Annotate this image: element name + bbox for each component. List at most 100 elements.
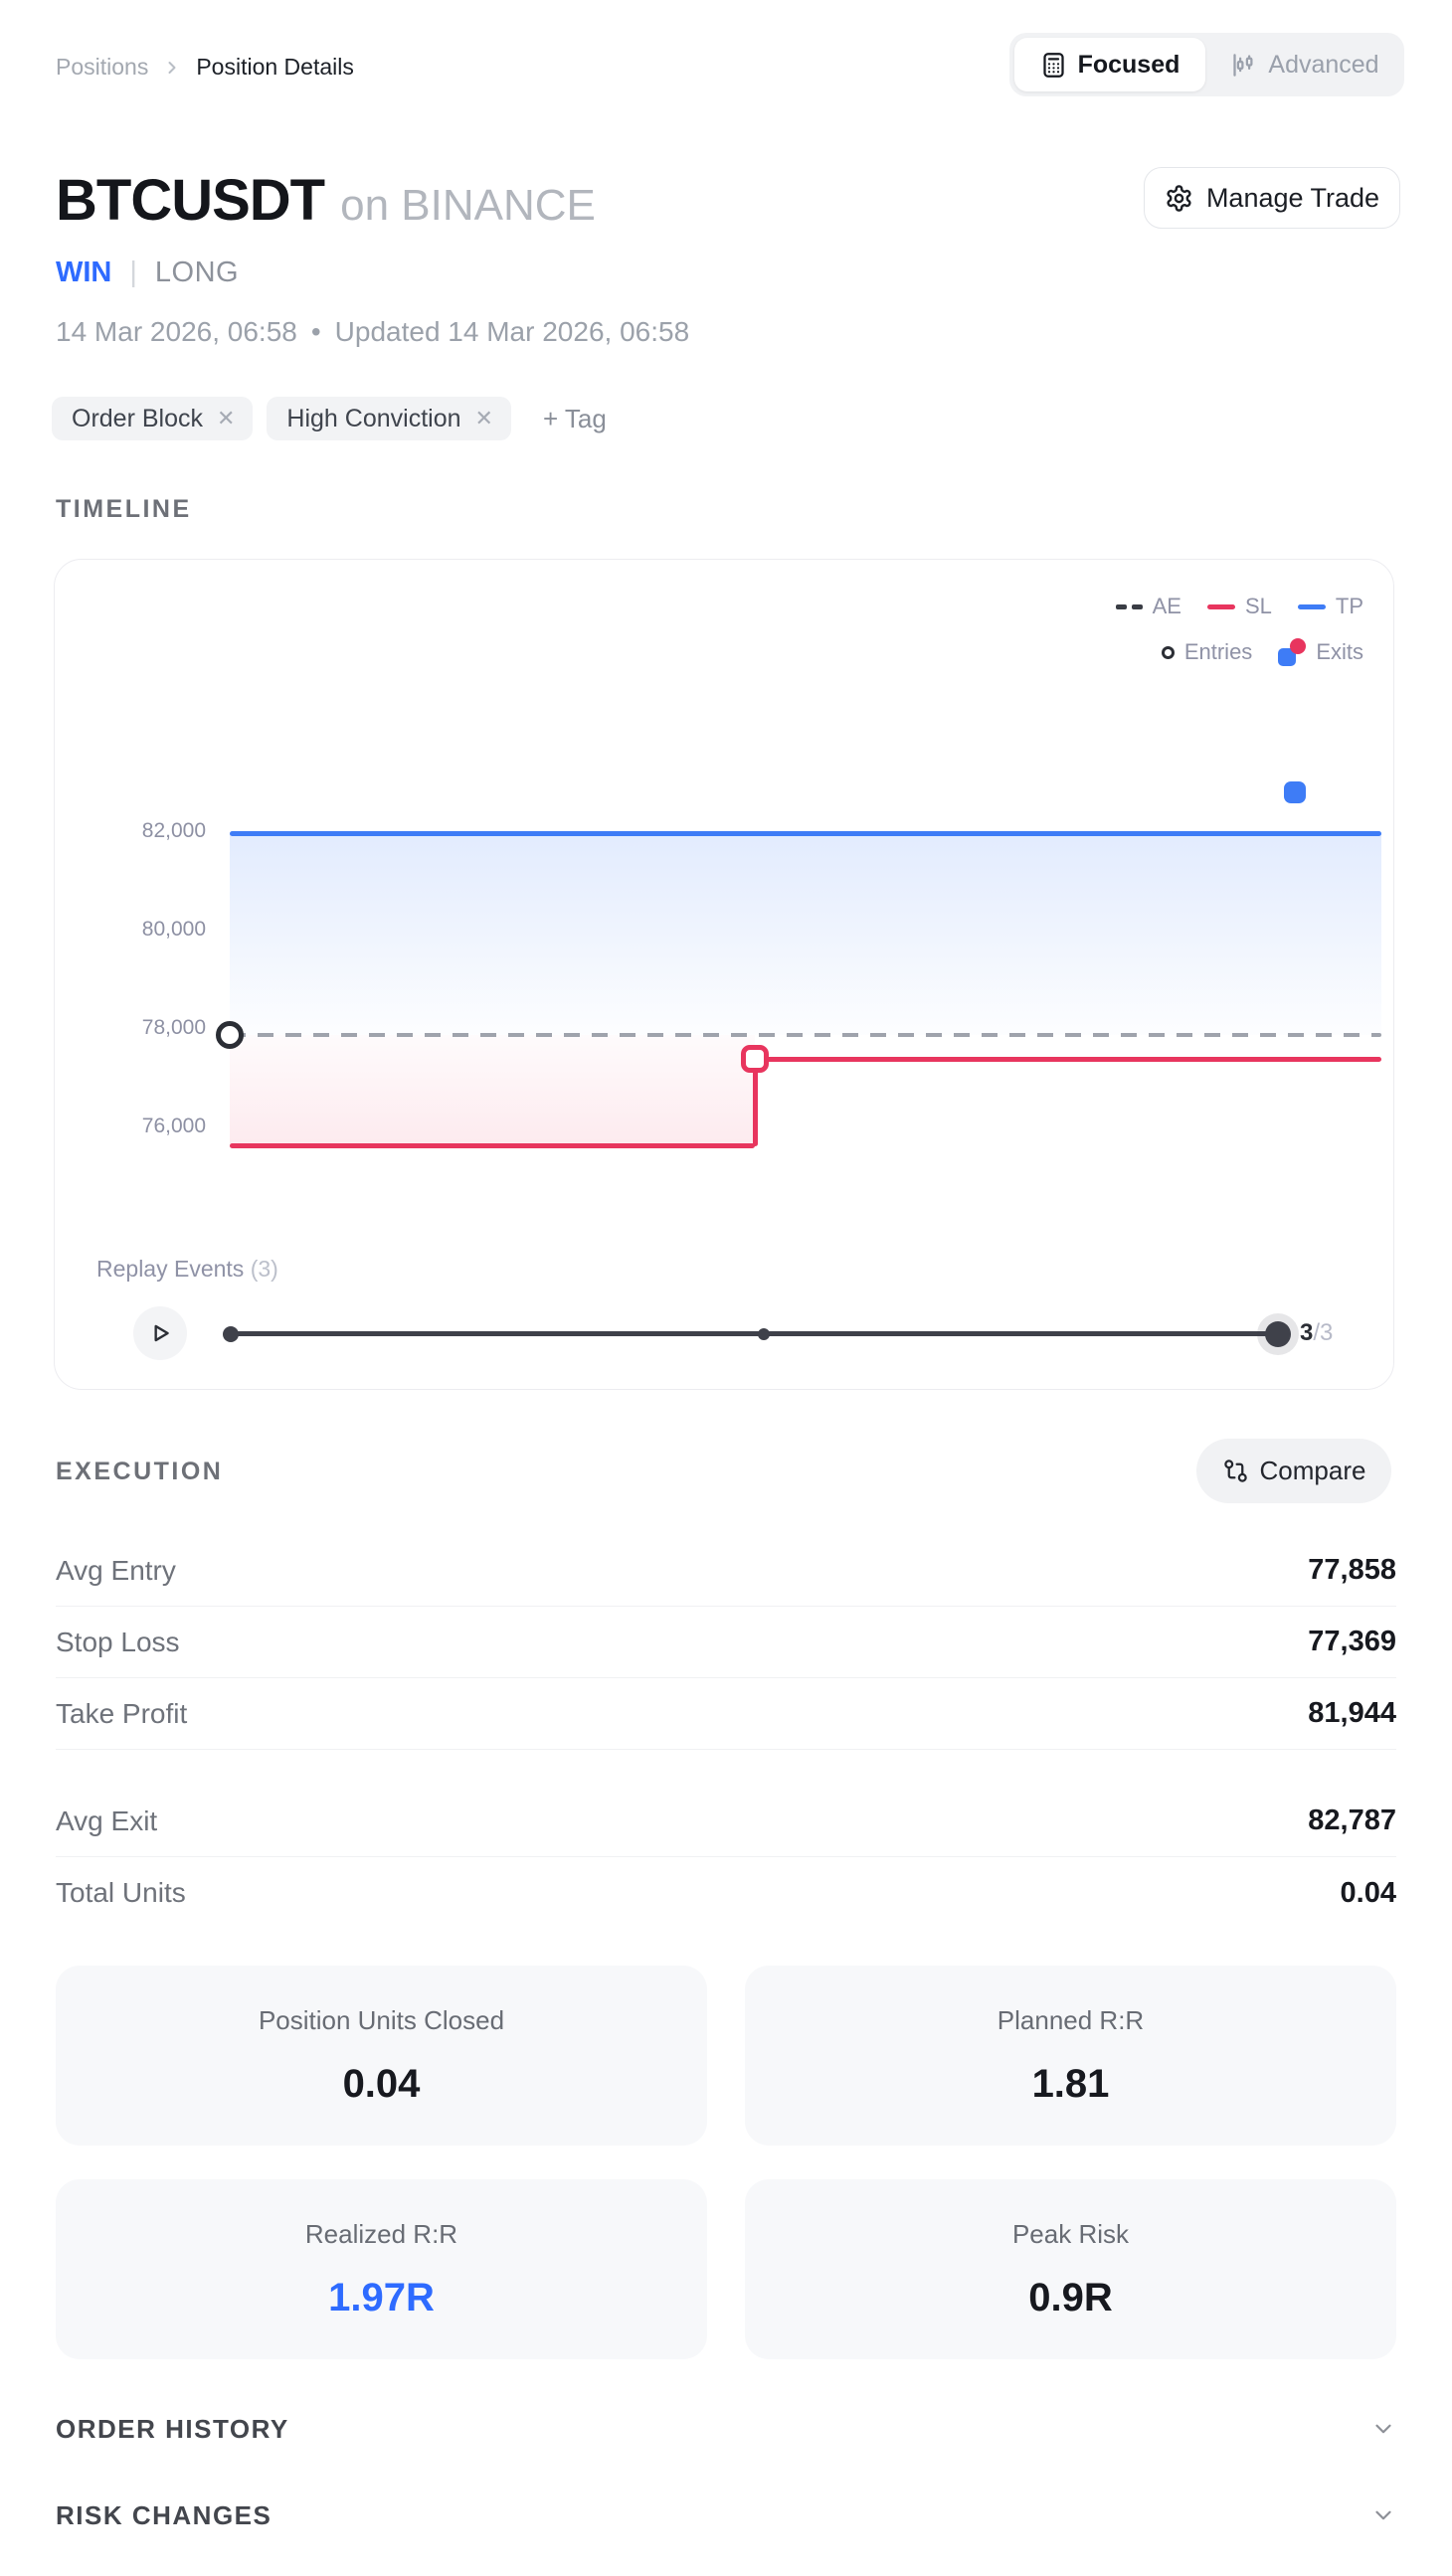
stop-loss-line-initial [230, 1143, 756, 1149]
legend-ae-label: AE [1152, 594, 1181, 618]
stat-label: Peak Risk [1011, 2218, 1130, 2249]
add-tag-button[interactable]: + Tag [542, 403, 607, 433]
table-row: Stop Loss 77,369 [56, 1607, 1396, 1678]
chevron-down-icon[interactable] [1370, 2502, 1396, 2528]
view-toggle: Focused Advanced [1009, 33, 1404, 96]
row-value: 0.04 [1340, 1876, 1396, 1909]
opened-date: 14 Mar 2026, 06:58 [56, 316, 297, 347]
stat-card: Realized R:R 1.97R [56, 2179, 707, 2359]
manage-trade-button[interactable]: Manage Trade [1144, 167, 1400, 229]
risk-zone [230, 1035, 756, 1146]
tag-pill[interactable]: High Conviction ✕ [267, 397, 511, 440]
exit-point-marker [1284, 781, 1307, 804]
exit-marker-icon [1278, 638, 1307, 666]
row-value: 77,858 [1308, 1554, 1396, 1586]
symbol-title: BTCUSDT [56, 168, 325, 233]
direction-badge: LONG [154, 257, 240, 288]
breadcrumb-positions[interactable]: Positions [56, 54, 149, 80]
replay-event-dot-1[interactable] [223, 1325, 239, 1342]
updated-date: Updated 14 Mar 2026, 06:58 [334, 316, 690, 347]
execution-table: Avg Entry 77,858 Stop Loss 77,369 Take Profi… [56, 1535, 1396, 1929]
stat-value: 1.97R [328, 2275, 435, 2319]
blue-line-icon [1297, 603, 1326, 609]
replay-slider[interactable] [231, 1331, 1278, 1336]
legend-tp-label: TP [1335, 594, 1363, 618]
row-value: 82,787 [1308, 1804, 1396, 1836]
tab-focused[interactable]: Focused [1014, 38, 1205, 91]
replay-position: 3/3 [1300, 1319, 1333, 1347]
legend-sl: SL [1206, 594, 1272, 619]
chevron-down-icon[interactable] [1370, 2416, 1396, 2442]
exchange-subtitle: on BINANCE [340, 181, 596, 230]
stat-value: 1.81 [1031, 2061, 1110, 2106]
stop-loss-line-final [755, 1056, 1381, 1062]
remove-tag-icon[interactable]: ✕ [474, 406, 493, 430]
play-icon [147, 1320, 173, 1346]
stat-card: Position Units Closed 0.04 [56, 1966, 707, 2146]
legend-exits-label: Exits [1316, 639, 1363, 664]
risk-changes-header: RISK CHANGES [56, 2499, 272, 2530]
red-line-icon [1206, 603, 1235, 609]
replay-count: (3) [250, 1256, 278, 1282]
row-label: Avg Entry [56, 1554, 176, 1586]
remove-tag-icon[interactable]: ✕ [216, 406, 236, 430]
legend-ae: AE [1115, 594, 1181, 619]
y-axis-tick: 78,000 [141, 1016, 206, 1039]
legend-sl-label: SL [1244, 594, 1272, 618]
row-label: Take Profit [56, 1697, 188, 1729]
stat-label: Position Units Closed [258, 2004, 505, 2035]
candlestick-chart-icon [1230, 52, 1257, 79]
tag-pill[interactable]: Order Block ✕ [52, 397, 254, 440]
play-button[interactable] [133, 1306, 187, 1360]
replay-label-text: Replay Events [96, 1256, 245, 1282]
outcome-badge: WIN [56, 257, 112, 288]
calculator-icon [1040, 52, 1067, 79]
row-value: 81,944 [1308, 1697, 1396, 1729]
row-label: Stop Loss [56, 1626, 180, 1657]
timeline-chart: AE SL TP Entries Exits 82,000 80,000 78,00… [54, 559, 1394, 1390]
date-dot: • [310, 316, 321, 347]
date-row: 14 Mar 2026, 06:58 • Updated 14 Mar 2026… [56, 316, 689, 348]
row-value: 77,369 [1308, 1626, 1396, 1657]
legend-exits: Exits [1278, 638, 1363, 666]
execution-group: Avg Entry 77,858 Stop Loss 77,369 Take Profi… [56, 1535, 1396, 1750]
replay-event-dot-2[interactable] [758, 1327, 770, 1340]
page-title: BTCUSDT on BINANCE [56, 167, 596, 234]
stats-grid: Position Units Closed 0.04 Planned R:R 1.81… [56, 1966, 1396, 2359]
entry-point-marker [216, 1021, 244, 1050]
y-axis-tick: 76,000 [141, 1115, 206, 1137]
stat-label: Realized R:R [304, 2218, 458, 2249]
order-history-section[interactable]: ORDER HISTORY [56, 2411, 1396, 2447]
tags-row: Order Block ✕ High Conviction ✕ + Tag [52, 397, 607, 440]
order-history-header: ORDER HISTORY [56, 2413, 289, 2444]
stop-move-marker [741, 1045, 770, 1074]
execution-section-header: EXECUTION [56, 1458, 224, 1485]
stop-loss-step [752, 1059, 758, 1146]
git-compare-icon [1222, 1458, 1249, 1484]
breadcrumb: Positions Position Details [56, 54, 354, 81]
tab-advanced[interactable]: Advanced [1205, 51, 1404, 80]
avg-entry-line [230, 1033, 1381, 1038]
legend-tp: TP [1297, 594, 1363, 619]
risk-changes-section[interactable]: RISK CHANGES [56, 2497, 1396, 2533]
compare-button[interactable]: Compare [1196, 1439, 1391, 1503]
table-row: Avg Entry 77,858 [56, 1535, 1396, 1607]
take-profit-line [230, 831, 1381, 837]
execution-group: Avg Exit 82,787 Total Units 0.04 [56, 1786, 1396, 1929]
table-row: Take Profit 81,944 [56, 1678, 1396, 1750]
compare-label: Compare [1259, 1456, 1366, 1485]
stat-label: Planned R:R [997, 2004, 1145, 2035]
table-row: Total Units 0.04 [56, 1857, 1396, 1929]
tab-focused-label: Focused [1077, 50, 1180, 79]
tag-label: Order Block [72, 404, 203, 432]
y-axis-tick: 80,000 [141, 918, 206, 941]
table-row: Avg Exit 82,787 [56, 1786, 1396, 1857]
replay-events-label: Replay Events (3) [96, 1256, 278, 1283]
outcome-divider: | [129, 257, 137, 288]
chart-legend-markers: Entries Exits [1161, 638, 1363, 666]
breadcrumb-current: Position Details [196, 54, 354, 80]
stat-value: 0.04 [342, 2061, 421, 2106]
chevron-right-icon [162, 58, 182, 78]
replay-slider-thumb[interactable] [1265, 1320, 1291, 1347]
